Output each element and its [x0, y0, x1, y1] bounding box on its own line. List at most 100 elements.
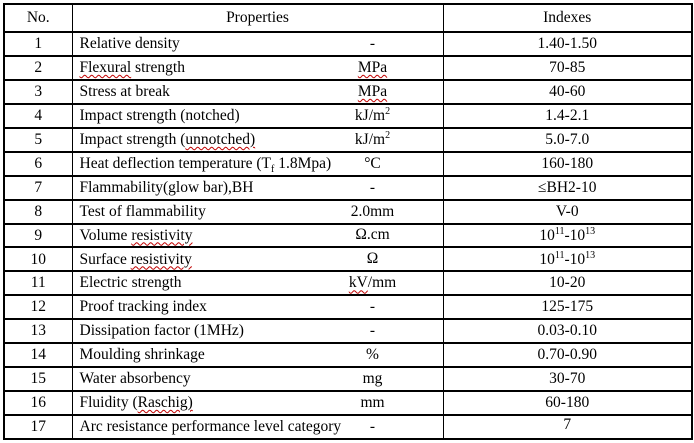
property-name: Water absorbency [79, 370, 191, 388]
property-cell: Heat deflection temperature (Tf 1.8Mpa) °… [71, 150, 444, 177]
index-cell: 1011-1013 [442, 246, 693, 273]
property-unit: Ω.cm [355, 226, 390, 244]
property-name: Flexural strength [79, 59, 185, 76]
table-row: 3 Stress at break MPa 40-60 [3, 78, 693, 105]
property-name: Volume resistivity [79, 226, 193, 244]
table-row: 12 Proof tracking index - 125-175 [3, 294, 693, 321]
property-cell: Impact strength (unnotched) kJ/m2 [71, 126, 444, 153]
row-number-cell: 10 [3, 246, 73, 273]
row-number-cell: 15 [3, 366, 73, 393]
row-number-cell: 2 [3, 54, 73, 81]
property-unit: mm [360, 394, 385, 412]
row-number-cell: 17 [3, 414, 73, 440]
row-number-cell: 6 [3, 150, 73, 177]
index-cell: 1011-1013 [442, 222, 693, 249]
property-unit: Ω [366, 250, 379, 268]
table-row: 6 Heat deflection temperature (Tf 1.8Mpa)… [3, 150, 693, 177]
property-name: Test of flammability [79, 202, 206, 220]
property-unit: 2.0mm [350, 202, 395, 220]
properties-table: No. Properties Indexes 1 Relative density… [3, 3, 693, 440]
table-row: 14 Moulding shrinkage% 0.70-0.90 [3, 342, 693, 369]
header-indexes: Indexes [442, 3, 693, 33]
property-unit: - [369, 178, 376, 196]
property-unit: - [369, 35, 376, 53]
property-name: Heat deflection temperature (Tf 1.8Mpa) [79, 154, 332, 175]
row-number-cell: 12 [3, 294, 73, 321]
property-cell: Proof tracking index - [71, 294, 444, 321]
table-row: 10 Surface resistivity Ω 1011-1013 [3, 246, 693, 273]
property-name: Moulding shrinkage [79, 346, 205, 364]
index-cell: 5.0-7.0 [442, 126, 693, 153]
property-unit: - [369, 322, 376, 340]
property-unit: °C [364, 154, 381, 172]
property-cell: Arc resistance performance level categor… [71, 414, 444, 440]
index-cell: 0.70-0.90 [442, 342, 693, 369]
index-cell: 10-20 [442, 270, 693, 297]
index-cell: 70-85 [442, 54, 693, 81]
row-number-cell: 14 [3, 342, 73, 369]
index-cell: 60-180 [442, 390, 693, 416]
property-cell: Stress at break MPa [71, 78, 444, 105]
header-row: No. Properties Indexes [3, 3, 693, 33]
property-cell: Volume resistivity Ω.cm [71, 222, 444, 249]
row-number-cell: 7 [3, 174, 73, 201]
property-cell: Impact strength (notched) kJ/m2 [71, 102, 444, 129]
table-row: 15 Water absorbency mg 30-70 [3, 366, 693, 393]
table-row: 16 Fluidity (Raschig) mm 60-180 [3, 390, 693, 416]
index-cell: 160-180 [442, 150, 693, 177]
property-unit: kV/mm [348, 274, 397, 292]
property-unit: - [369, 298, 376, 316]
property-name: Dissipation factor (1MHz) [79, 322, 244, 340]
property-unit: mg [362, 370, 383, 388]
index-cell: 7 [442, 414, 693, 440]
property-cell: Electric strength kV/mm [71, 270, 444, 297]
property-cell: Test of flammability 2.0mm [71, 198, 444, 225]
table-row: 11 Electric strength kV/mm 10-20 [3, 270, 693, 297]
table-row: 4 Impact strength (notched) kJ/m2 1.4-2.1 [3, 102, 693, 129]
row-number-cell: 11 [3, 270, 73, 297]
row-number-cell: 13 [3, 318, 73, 345]
row-number-cell: 1 [3, 31, 73, 57]
property-unit: kJ/m2 [354, 105, 391, 124]
property-cell: Moulding shrinkage% [71, 342, 444, 369]
property-unit: MPa [357, 82, 388, 100]
property-name: Proof tracking index [79, 298, 207, 316]
row-number-cell: 16 [3, 390, 73, 416]
property-name: Arc resistance performance level categor… [79, 418, 342, 436]
row-number-cell: 9 [3, 222, 73, 249]
index-cell: 125-175 [442, 294, 693, 321]
index-cell: V-0 [442, 198, 693, 225]
property-unit: % [366, 346, 379, 364]
table-body: 1 Relative density -1.40-1.50 2 Flexural str… [3, 31, 693, 440]
table-row: 2 Flexural strength MPa 70-85 [3, 54, 693, 81]
property-cell: Surface resistivity Ω [71, 246, 444, 273]
property-unit: kJ/m2 [354, 129, 391, 148]
property-cell: Flexural strength MPa [71, 54, 444, 81]
property-name: Fluidity (Raschig) [79, 394, 193, 412]
row-number-cell: 5 [3, 126, 73, 153]
table-row: 9 Volume resistivity Ω.cm 1011-1013 [3, 222, 693, 249]
index-cell: 1.40-1.50 [442, 31, 693, 57]
property-name: Stress at break [79, 82, 170, 100]
property-unit: - [369, 418, 376, 436]
table-row: 13 Dissipation factor (1MHz) - 0.03-0.10 [3, 318, 693, 345]
table-row: 5 Impact strength (unnotched) kJ/m2 5.0-7.0 [3, 126, 693, 153]
index-cell: 30-70 [442, 366, 693, 393]
index-cell: ≤BH2-10 [442, 174, 693, 201]
table-row: 17 Arc resistance performance level categ… [3, 414, 693, 440]
index-cell: 40-60 [442, 78, 693, 105]
property-name: Electric strength [79, 274, 182, 292]
property-unit: MPa [357, 59, 388, 76]
property-cell: Water absorbency mg [71, 366, 444, 393]
property-cell: Flammability(glow bar),BH - [71, 174, 444, 201]
property-cell: Dissipation factor (1MHz) - [71, 318, 444, 345]
property-name: Relative density [79, 35, 180, 53]
header-no: No. [3, 3, 73, 33]
property-cell: Relative density - [71, 31, 444, 57]
property-name: Impact strength (unnotched) [79, 130, 256, 148]
table-row: 1 Relative density - 1.40-1.50 [3, 31, 693, 57]
table-row: 7 Flammability(glow bar),BH - ≤BH2-10 [3, 174, 693, 201]
header-properties: Properties [71, 3, 444, 33]
property-name: Impact strength (notched) [79, 106, 240, 124]
table-row: 8 Test of flammability 2.0mm V-0 [3, 198, 693, 225]
